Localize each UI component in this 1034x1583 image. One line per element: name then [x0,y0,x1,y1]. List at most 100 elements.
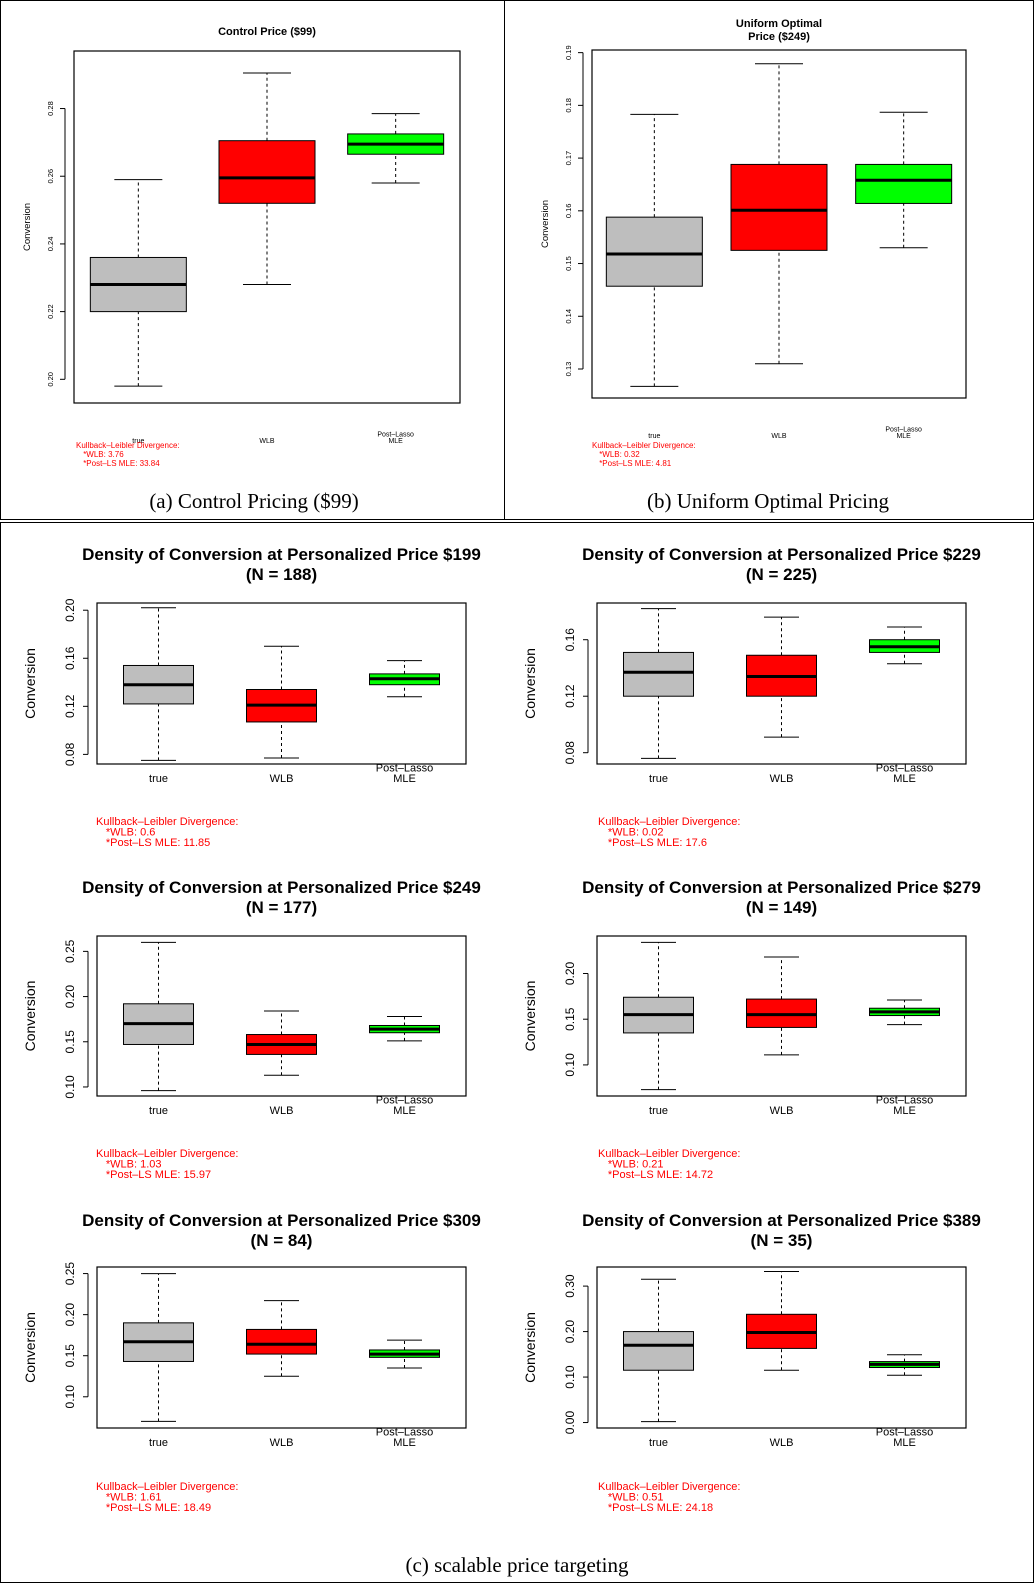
kl-mle: *Post–LS MLE: 33.84 [83,459,160,468]
kl-wlb: *WLB: 0.02 [608,827,664,839]
y-axis-label: Conversion [522,1312,538,1383]
y-tick-label: 0.10 [63,1385,77,1409]
chart-title: (N = 225) [746,565,817,584]
chart-panel-7: Density of Conversion at Personalized Pr… [22,1211,481,1514]
kl-mle: *Post–LS MLE: 4.81 [599,459,672,468]
chart-panel-4: Density of Conversion at Personalized Pr… [522,545,981,849]
box-true [623,941,694,1091]
box-wlb [746,956,817,1056]
chart-panel-1: Control Price ($99) 0.20 0.22 0.24 0.26 0.28 C… [22,26,461,468]
box-iqr [218,140,316,204]
plot-area [596,602,967,765]
plot-area [596,935,967,1097]
y-axis-label: Conversion [22,1312,38,1383]
chart-title: (N = 188) [246,565,317,584]
kl-wlb: *WLB: 0.21 [608,1159,664,1171]
box-true [605,113,703,387]
box-wlb [746,616,817,738]
y-tick-label: 0.08 [63,742,77,766]
x-category-label: Post–Lasso [876,1427,933,1439]
y-tick-label: 0.10 [63,1075,77,1099]
y-tick-label: 0.12 [563,684,577,708]
x-category-label: true [132,438,144,445]
chart-title: Density of Conversion at Personalized Pr… [582,545,981,564]
box-iqr [623,651,694,697]
chart-title: (N = 177) [246,898,317,917]
x-category-label: WLB [270,1105,294,1117]
caption-a: (a) Control Pricing ($99) [149,489,358,513]
box-iqr [855,163,953,204]
box-post-lasso-mle [869,626,940,665]
caption-c: (c) scalable price targeting [406,1553,629,1577]
box-wlb [246,1010,317,1076]
box-iqr [623,1331,694,1371]
plot-area [73,50,461,404]
y-tick-label: 0.18 [564,98,573,113]
kl-mle: *Post–LS MLE: 14.72 [608,1169,713,1181]
y-tick-label: 0.20 [63,598,77,622]
plot-area [96,935,467,1097]
caption-b: (b) Uniform Optimal Pricing [647,489,890,513]
x-category-label: MLE [388,438,403,445]
x-category-label: Post–Lasso [376,1427,433,1439]
y-tick-label: 0.12 [63,694,77,718]
y-tick-label: 0.20 [563,961,577,985]
plot-area [596,1266,967,1429]
chart-title: Density of Conversion at Personalized Pr… [82,1211,481,1230]
y-tick-label: 0.22 [46,304,55,319]
chart-panel-8: Density of Conversion at Personalized Pr… [522,1211,981,1514]
x-category-label: true [649,1437,668,1449]
chart-title: Density of Conversion at Personalized Pr… [82,545,481,564]
kl-heading: Kullback–Leibler Divergence: [598,1148,740,1160]
y-axis-label: Conversion [522,648,538,719]
y-tick-label: 0.00 [563,1411,577,1435]
chart-title: (N = 35) [751,1231,813,1250]
y-tick-label: 0.15 [63,1344,77,1368]
x-category-label: true [648,433,660,440]
chart-title: Control Price ($99) [218,26,316,38]
x-category-label: Post–Lasso [885,426,922,433]
box-true [123,941,194,1092]
kl-heading: Kullback–Leibler Divergence: [96,1148,238,1160]
kl-wlb: *WLB: 0.51 [608,1492,664,1504]
box-post-lasso-mle [347,113,445,184]
box-wlb [246,1300,317,1377]
y-tick-label: 0.30 [563,1274,577,1298]
x-category-label: Post–Lasso [876,1095,933,1107]
x-category-label: true [149,1105,168,1117]
x-category-label: MLE [393,773,416,785]
chart-title: Uniform Optimal [736,18,822,30]
kl-wlb: *WLB: 0.6 [106,827,156,839]
kl-wlb: *WLB: 0.32 [599,450,640,459]
x-category-label: WLB [270,773,294,785]
x-category-label: MLE [896,433,911,440]
kl-heading: Kullback–Leibler Divergence: [592,441,696,450]
y-tick-label: 0.25 [63,1262,77,1286]
y-tick-label: 0.20 [563,1320,577,1344]
x-category-label: true [649,1105,668,1117]
x-category-label: WLB [770,773,794,785]
plot-area [96,602,467,765]
plot-area [591,49,967,399]
kl-wlb: *WLB: 3.76 [83,450,124,459]
x-category-label: MLE [893,1105,916,1117]
plot-area [96,1266,467,1429]
kl-mle: *Post–LS MLE: 17.6 [608,837,707,849]
x-category-label: WLB [270,1437,294,1449]
chart-panel-6: Density of Conversion at Personalized Pr… [522,878,981,1181]
kl-heading: Kullback–Leibler Divergence: [76,441,180,450]
chart-title: Density of Conversion at Personalized Pr… [82,878,481,897]
box-iqr [605,216,703,287]
x-category-label: true [149,773,168,785]
y-tick-label: 0.28 [46,101,55,116]
y-tick-label: 0.10 [563,1053,577,1077]
chart-panel-3: Density of Conversion at Personalized Pr… [22,545,481,849]
y-tick-label: 0.19 [564,45,573,60]
y-tick-label: 0.17 [564,151,573,166]
x-category-label: Post–Lasso [377,431,414,438]
kl-heading: Kullback–Leibler Divergence: [598,816,740,828]
x-category-label: WLB [770,1437,794,1449]
y-tick-label: 0.16 [564,204,573,219]
x-category-label: MLE [393,1437,416,1449]
